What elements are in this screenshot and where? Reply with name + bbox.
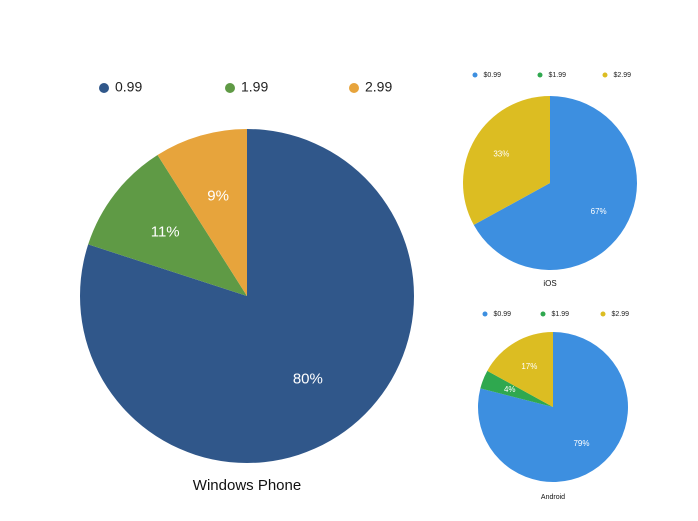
legend-marker	[540, 311, 546, 317]
slice-label: 67%	[591, 207, 607, 216]
slice-label: 17%	[521, 362, 537, 371]
legend-marker	[600, 311, 606, 317]
pie-slice	[487, 332, 553, 407]
pie-slice	[88, 154, 248, 296]
legend-marker	[225, 83, 235, 93]
legend-marker	[537, 72, 543, 78]
slice-label: 80%	[293, 371, 323, 388]
legend-marker	[482, 311, 488, 317]
legend-label: 0.99	[115, 79, 142, 95]
slice-label: 4%	[504, 385, 516, 394]
pie-slice	[473, 96, 637, 270]
chart-title: Android	[541, 494, 565, 501]
legend-label: $1.99	[552, 311, 570, 318]
pie-slice	[480, 370, 553, 407]
slice-label: 11%	[151, 224, 180, 241]
pie-slice	[157, 129, 247, 296]
legend-label: 1.99	[241, 79, 268, 95]
legend-marker	[99, 83, 109, 93]
legend-marker	[349, 83, 359, 93]
legend-marker	[602, 72, 608, 78]
legend-label: 2.99	[365, 79, 392, 95]
legend-label: $2.99	[614, 72, 632, 79]
chart-title: Windows Phone	[193, 477, 301, 494]
legend-label: $0.99	[484, 72, 502, 79]
legend-label: $0.99	[494, 311, 512, 318]
slice-label: 9%	[207, 188, 229, 205]
slice-label: 33%	[493, 149, 509, 158]
legend-marker	[472, 72, 478, 78]
pie-slice	[463, 96, 550, 225]
slice-label: 79%	[573, 439, 589, 448]
chart-title: iOS	[543, 279, 556, 288]
legend-label: $1.99	[549, 72, 567, 79]
legend-label: $2.99	[612, 311, 630, 318]
